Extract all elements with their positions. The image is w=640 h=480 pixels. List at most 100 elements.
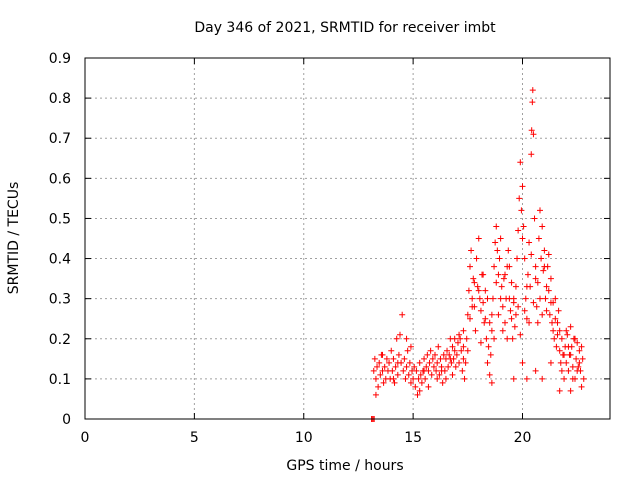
data-point — [390, 375, 397, 382]
x-tick-label: 15 — [404, 430, 422, 446]
data-point — [424, 351, 431, 358]
data-point — [491, 263, 498, 270]
data-point — [425, 383, 432, 390]
data-point — [484, 295, 491, 302]
data-point — [556, 327, 563, 334]
data-point — [524, 271, 531, 278]
data-point — [379, 367, 386, 374]
data-point — [488, 327, 495, 334]
data-point — [492, 239, 499, 246]
data-point — [467, 315, 473, 322]
data-point — [445, 363, 452, 370]
data-point — [575, 363, 582, 370]
data-point — [458, 347, 465, 354]
data-point — [379, 351, 386, 358]
y-tick-label: 0.9 — [49, 51, 71, 67]
data-point — [499, 327, 506, 334]
data-point — [537, 207, 543, 214]
data-point — [538, 255, 545, 262]
data-point — [534, 279, 541, 286]
data-point — [574, 339, 581, 346]
data-point — [417, 371, 424, 378]
data-point — [578, 343, 585, 350]
data-point — [381, 363, 388, 370]
y-tick-label: 0 — [62, 412, 71, 428]
data-point — [400, 367, 407, 374]
data-point — [580, 375, 587, 382]
data-point — [576, 347, 583, 354]
data-point — [429, 355, 436, 362]
data-point — [462, 359, 469, 366]
data-point — [434, 375, 441, 382]
data-point — [550, 299, 557, 306]
data-point — [461, 375, 468, 382]
data-point — [372, 375, 379, 382]
data-point — [547, 275, 554, 282]
data-point — [539, 375, 546, 382]
data-point — [564, 331, 571, 338]
data-point — [557, 359, 564, 366]
data-point — [535, 235, 542, 242]
data-point — [569, 363, 576, 370]
data-point — [482, 287, 489, 294]
data-point — [472, 327, 479, 334]
data-point — [484, 359, 491, 366]
x-tick-label: 0 — [81, 430, 90, 446]
data-point — [483, 335, 490, 342]
data-point — [403, 363, 410, 370]
y-tick-label: 0.8 — [49, 91, 71, 107]
data-point — [371, 355, 378, 362]
data-point — [534, 319, 541, 326]
data-point — [539, 223, 546, 230]
data-point — [468, 247, 475, 254]
data-point — [446, 351, 453, 358]
data-point — [558, 335, 565, 342]
data-point — [473, 255, 480, 262]
data-point — [428, 371, 435, 378]
data-point — [532, 263, 539, 270]
data-point — [569, 375, 576, 382]
data-point — [448, 359, 455, 366]
data-point — [480, 299, 487, 306]
y-tick-label: 0.6 — [49, 171, 71, 187]
data-point — [574, 367, 581, 374]
data-point — [375, 383, 382, 390]
data-point — [567, 323, 574, 330]
data-point — [427, 347, 434, 354]
data-point — [486, 319, 493, 326]
data-point — [529, 99, 536, 106]
data-point — [541, 247, 548, 254]
axis-ticks: 0 0.1 0.2 0.3 0.4 0.5 0.6 0.7 0.8 0.9 0 5 10 15 20 — [49, 51, 610, 446]
data-point — [532, 275, 539, 282]
data-point — [514, 255, 521, 262]
data-point — [407, 343, 414, 350]
data-point — [469, 303, 476, 310]
data-point — [486, 371, 493, 378]
data-point — [421, 367, 428, 374]
data-point — [530, 131, 537, 138]
data-point — [421, 355, 428, 362]
data-point — [416, 359, 423, 366]
data-point — [521, 307, 528, 314]
data-point — [558, 367, 565, 374]
data-point — [523, 283, 530, 290]
data-point — [506, 263, 513, 270]
data-point — [452, 363, 459, 370]
data-point — [552, 295, 559, 302]
data-point — [530, 299, 537, 306]
data-point — [487, 351, 494, 358]
data-point — [415, 375, 422, 382]
data-point — [426, 359, 433, 366]
data-point — [515, 303, 522, 310]
data-point — [507, 307, 514, 314]
y-tick-label: 0.2 — [49, 332, 71, 348]
data-point — [510, 295, 517, 302]
data-point — [521, 255, 528, 262]
data-point — [477, 339, 484, 346]
data-point — [467, 263, 473, 270]
data-point — [460, 343, 467, 350]
data-point — [532, 367, 539, 374]
data-point — [459, 367, 466, 374]
data-point — [393, 335, 400, 342]
